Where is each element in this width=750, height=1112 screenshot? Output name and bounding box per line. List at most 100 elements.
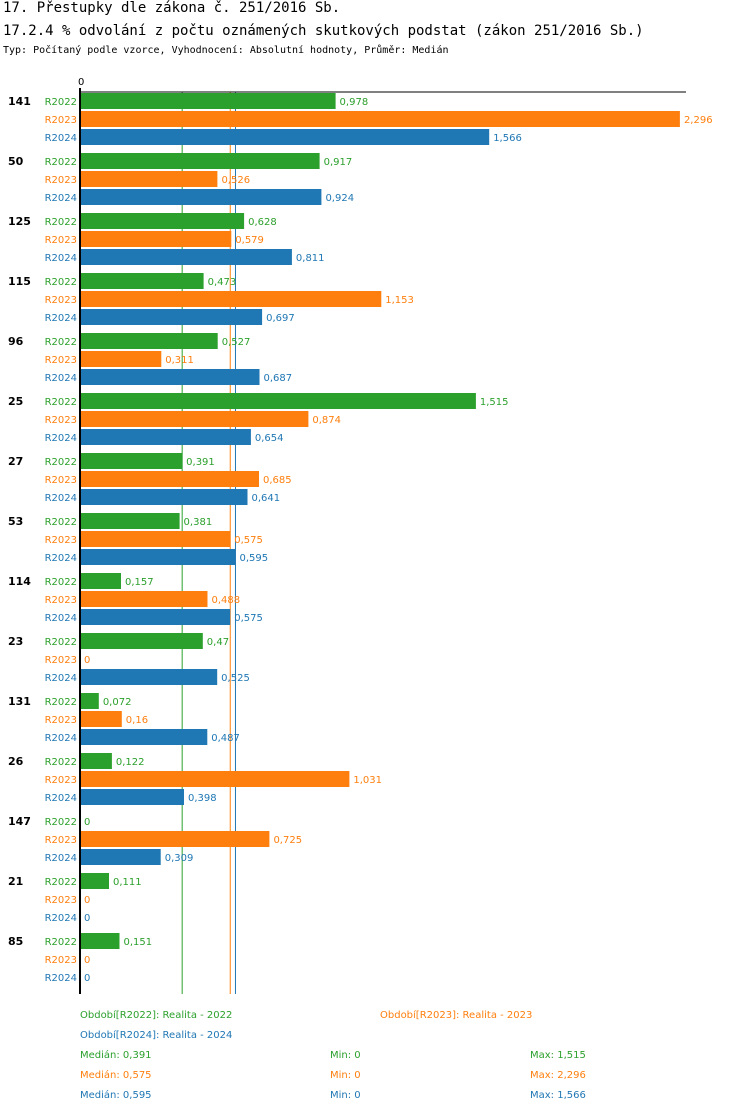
bar-value-label: 0,111 <box>113 877 142 888</box>
series-row-label: R2024 <box>45 133 77 144</box>
category-label: 125 <box>8 215 31 228</box>
bar-value-label: 0,072 <box>103 697 132 708</box>
bar-value-label: 1,515 <box>480 397 509 408</box>
series-row-label: R2023 <box>45 895 77 906</box>
series-row-label: R2024 <box>45 313 77 324</box>
bar <box>80 411 309 427</box>
bar <box>80 711 122 727</box>
bar-value-label: 0,685 <box>263 475 292 486</box>
series-row-label: R2024 <box>45 973 77 984</box>
bar-value-label: 0 <box>84 655 90 666</box>
bar <box>80 489 248 505</box>
series-row-label: R2024 <box>45 793 77 804</box>
bar-value-label: 0,311 <box>165 355 194 366</box>
series-row-label: R2022 <box>45 157 77 168</box>
category-label: 25 <box>8 395 23 408</box>
legend-min: Min: 0 <box>330 1090 361 1101</box>
bar <box>80 591 208 607</box>
bar <box>80 333 218 349</box>
series-row-label: R2024 <box>45 373 77 384</box>
legend-min: Min: 0 <box>330 1070 361 1081</box>
series-row-label: R2022 <box>45 337 77 348</box>
bar <box>80 549 236 565</box>
bar <box>80 351 162 367</box>
bar <box>80 189 322 205</box>
bar <box>80 273 204 289</box>
bar-value-label: 0,595 <box>239 553 268 564</box>
bar-value-label: 0,391 <box>186 457 215 468</box>
bar-value-label: 0,122 <box>116 757 145 768</box>
bar <box>80 231 232 247</box>
bar <box>80 291 382 307</box>
bar <box>80 111 680 127</box>
bar <box>80 513 180 529</box>
bar-value-label: 2,296 <box>684 115 713 126</box>
series-row-label: R2022 <box>45 457 77 468</box>
bar-value-label: 0 <box>84 973 90 984</box>
bar-value-label: 0,525 <box>221 673 250 684</box>
bar-value-label: 0,575 <box>234 535 263 546</box>
bar <box>80 531 231 547</box>
series-row-label: R2023 <box>45 355 77 366</box>
bar-value-label: 0,978 <box>340 97 369 108</box>
bar-value-label: 0,381 <box>184 517 213 528</box>
bar <box>80 609 231 625</box>
bar-value-label: 0,811 <box>296 253 325 264</box>
bar-value-label: 0,697 <box>266 313 295 324</box>
bar-value-label: 0,628 <box>248 217 277 228</box>
bar <box>80 789 184 805</box>
series-row-label: R2023 <box>45 175 77 186</box>
bar-value-label: 0,654 <box>255 433 284 444</box>
bar-value-label: 0 <box>84 955 90 966</box>
bar <box>80 753 112 769</box>
series-row-label: R2023 <box>45 415 77 426</box>
series-row-label: R2024 <box>45 253 77 264</box>
bar-value-label: 0,924 <box>325 193 354 204</box>
bar-value-label: 0,874 <box>312 415 341 426</box>
bar-value-label: 1,566 <box>493 133 522 144</box>
category-label: 23 <box>8 635 23 648</box>
category-label: 115 <box>8 275 31 288</box>
bar-value-label: 1,153 <box>385 295 414 306</box>
bar <box>80 213 245 229</box>
bar-value-label: 0,527 <box>222 337 251 348</box>
bar-value-label: 0,309 <box>165 853 194 864</box>
bar-value-label: 0,487 <box>211 733 240 744</box>
bar <box>80 729 208 745</box>
bar-value-label: 0,47 <box>207 637 229 648</box>
legend: Období[R2022]: Realita - 2022 Období[R202… <box>80 1009 586 1101</box>
category-label: 53 <box>8 515 23 528</box>
bar-value-label: 1,031 <box>353 775 382 786</box>
series-row-label: R2023 <box>45 535 77 546</box>
bar <box>80 369 260 385</box>
series-row-label: R2023 <box>45 115 77 126</box>
bar-value-label: 0,473 <box>208 277 237 288</box>
bar-value-label: 0 <box>84 817 90 828</box>
bar-value-label: 0,641 <box>251 493 280 504</box>
bar-value-label: 0,579 <box>235 235 264 246</box>
series-row-label: R2024 <box>45 853 77 864</box>
series-row-label: R2022 <box>45 877 77 888</box>
series-row-label: R2022 <box>45 697 77 708</box>
bar <box>80 129 490 145</box>
bar <box>80 393 476 409</box>
legend-median: Medián: 0,391 <box>80 1049 152 1061</box>
category-label: 85 <box>8 935 23 948</box>
bar <box>80 669 218 685</box>
bar-value-label: 0,526 <box>221 175 250 186</box>
series-row-label: R2022 <box>45 217 77 228</box>
legend-median: Medián: 0,575 <box>80 1069 152 1081</box>
bar-value-label: 0 <box>84 895 90 906</box>
bar <box>80 633 203 649</box>
series-row-label: R2024 <box>45 493 77 504</box>
series-row-label: R2022 <box>45 397 77 408</box>
series-row-label: R2023 <box>45 715 77 726</box>
axes <box>79 88 686 994</box>
axis-zero-label: 0 <box>78 77 84 88</box>
bar-value-label: 0,16 <box>126 715 148 726</box>
category-label: 131 <box>8 695 31 708</box>
series-row-label: R2024 <box>45 673 77 684</box>
series-row-label: R2024 <box>45 613 77 624</box>
series-row-label: R2024 <box>45 553 77 564</box>
series-row-label: R2022 <box>45 97 77 108</box>
